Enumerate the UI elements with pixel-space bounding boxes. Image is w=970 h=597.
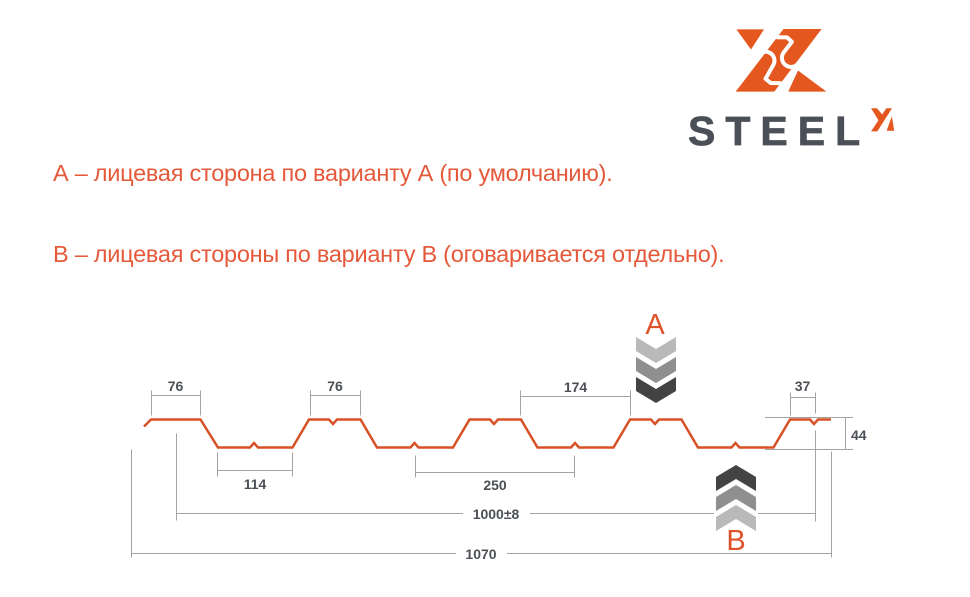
- svg-text:174: 174: [564, 379, 588, 395]
- svg-text:76: 76: [327, 378, 343, 394]
- svg-text:250: 250: [483, 477, 507, 493]
- svg-text:114: 114: [244, 476, 267, 492]
- svg-text:44: 44: [851, 427, 867, 443]
- svg-text:STEEL: STEEL: [688, 108, 870, 154]
- svg-text:1070: 1070: [465, 546, 496, 562]
- svg-text:В: В: [726, 525, 745, 557]
- svg-text:37: 37: [795, 378, 811, 394]
- svg-text:1000±8: 1000±8: [473, 506, 520, 522]
- svg-text:A: A: [645, 309, 665, 341]
- svg-text:76: 76: [168, 378, 184, 394]
